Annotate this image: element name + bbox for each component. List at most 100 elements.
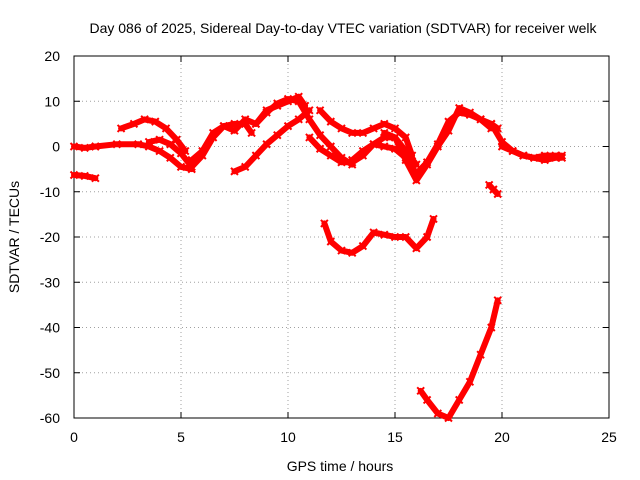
data-point (476, 115, 485, 124)
series-track-7 (230, 106, 314, 176)
data-point (262, 108, 271, 117)
data-point (358, 241, 368, 251)
y-tick-label: 10 (44, 93, 60, 109)
y-tick-label: -30 (40, 274, 60, 290)
data-point (91, 173, 100, 183)
data-point (320, 219, 329, 228)
y-tick-label: 20 (44, 48, 60, 64)
data-point (412, 176, 421, 185)
series-track-2 (69, 170, 100, 183)
data-point (433, 409, 443, 418)
data-point (273, 99, 282, 108)
data-point (529, 153, 539, 163)
x-axis-label: GPS time / hours (287, 458, 394, 474)
x-tick-label: 25 (601, 429, 617, 445)
data-point (380, 230, 389, 239)
series-track-3 (91, 140, 196, 174)
data-point (465, 377, 475, 387)
series-track-15 (484, 180, 502, 199)
data-point (294, 97, 303, 106)
data-point (401, 133, 410, 142)
data-point (444, 126, 453, 135)
data-point (155, 135, 164, 144)
data-point (390, 124, 400, 133)
grid-layer (74, 56, 609, 418)
data-point (493, 296, 502, 305)
data-layer (69, 92, 567, 423)
data-point (369, 228, 378, 237)
series-track-17 (497, 142, 567, 163)
data-point (422, 232, 432, 242)
data-point (407, 151, 417, 160)
data-point (219, 121, 229, 131)
data-point (230, 126, 239, 135)
data-point (129, 119, 139, 129)
y-tick-label: -20 (40, 229, 60, 245)
data-point (551, 151, 560, 160)
data-point (519, 151, 528, 160)
data-point (380, 119, 389, 129)
data-point (369, 140, 378, 149)
series-track-14 (416, 296, 502, 423)
data-point (508, 146, 517, 156)
data-point (465, 108, 475, 117)
data-point (380, 128, 389, 138)
data-point (251, 151, 261, 160)
chart-title: Day 086 of 2025, Sidereal Day-to-day VTE… (89, 20, 597, 36)
data-point (140, 115, 149, 124)
data-point (454, 395, 464, 405)
data-point (187, 155, 196, 165)
data-point (401, 232, 410, 242)
series-line (252, 96, 356, 168)
data-point (326, 117, 336, 126)
data-point (80, 143, 89, 153)
data-point (230, 167, 239, 176)
data-point (172, 135, 181, 144)
data-point (208, 128, 218, 138)
data-point (176, 149, 186, 158)
data-point (187, 162, 196, 172)
data-point (69, 142, 79, 151)
data-point (540, 151, 550, 160)
data-point (347, 248, 357, 258)
tick-labels: 0 5 10 15 20 25 -60 -50 -40 -30 -20 -10 0 10 20 (40, 48, 617, 445)
series-track-13 (320, 214, 438, 258)
data-point (390, 133, 400, 142)
data-point (326, 151, 336, 160)
y-axis-label: SDTVAR / TECUs (6, 181, 22, 293)
y-tick-label: 0 (52, 139, 60, 155)
data-point (198, 146, 207, 156)
x-tick-label: 20 (494, 429, 510, 445)
data-point (133, 140, 143, 149)
data-point (251, 119, 261, 129)
data-point (80, 171, 89, 181)
series-track-11 (347, 108, 496, 178)
data-point (305, 115, 314, 124)
y-tick-label: -10 (40, 184, 60, 200)
data-point (294, 115, 303, 124)
data-point (161, 124, 171, 133)
data-point (476, 350, 485, 359)
data-point (166, 140, 175, 149)
data-point (315, 130, 325, 140)
data-point (247, 128, 256, 138)
series-track-10 (315, 106, 417, 160)
series-track-8 (251, 94, 357, 169)
y-tick-label: -60 (40, 410, 60, 426)
data-point (155, 146, 164, 156)
y-tick-label: -50 (40, 365, 60, 381)
data-point (240, 162, 250, 172)
data-point (337, 246, 346, 255)
data-point (283, 121, 293, 131)
data-point (262, 140, 271, 149)
data-point (326, 142, 336, 151)
data-point (412, 244, 421, 253)
data-point (422, 395, 432, 405)
data-point (358, 128, 368, 138)
series-line (317, 107, 416, 159)
data-point (557, 151, 567, 160)
data-point (116, 124, 126, 133)
data-point (390, 232, 400, 242)
data-point (273, 130, 282, 140)
